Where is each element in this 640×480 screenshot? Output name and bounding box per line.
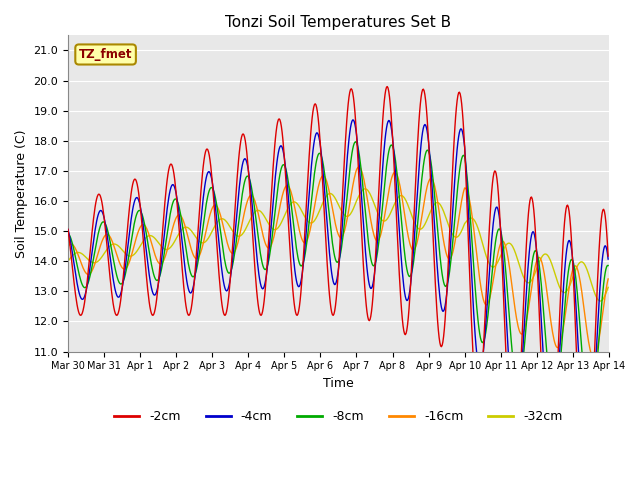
- Title: Tonzi Soil Temperatures Set B: Tonzi Soil Temperatures Set B: [225, 15, 451, 30]
- X-axis label: Time: Time: [323, 377, 354, 390]
- Legend: -2cm, -4cm, -8cm, -16cm, -32cm: -2cm, -4cm, -8cm, -16cm, -32cm: [109, 405, 568, 428]
- Text: TZ_fmet: TZ_fmet: [79, 48, 132, 61]
- Y-axis label: Soil Temperature (C): Soil Temperature (C): [15, 129, 28, 258]
